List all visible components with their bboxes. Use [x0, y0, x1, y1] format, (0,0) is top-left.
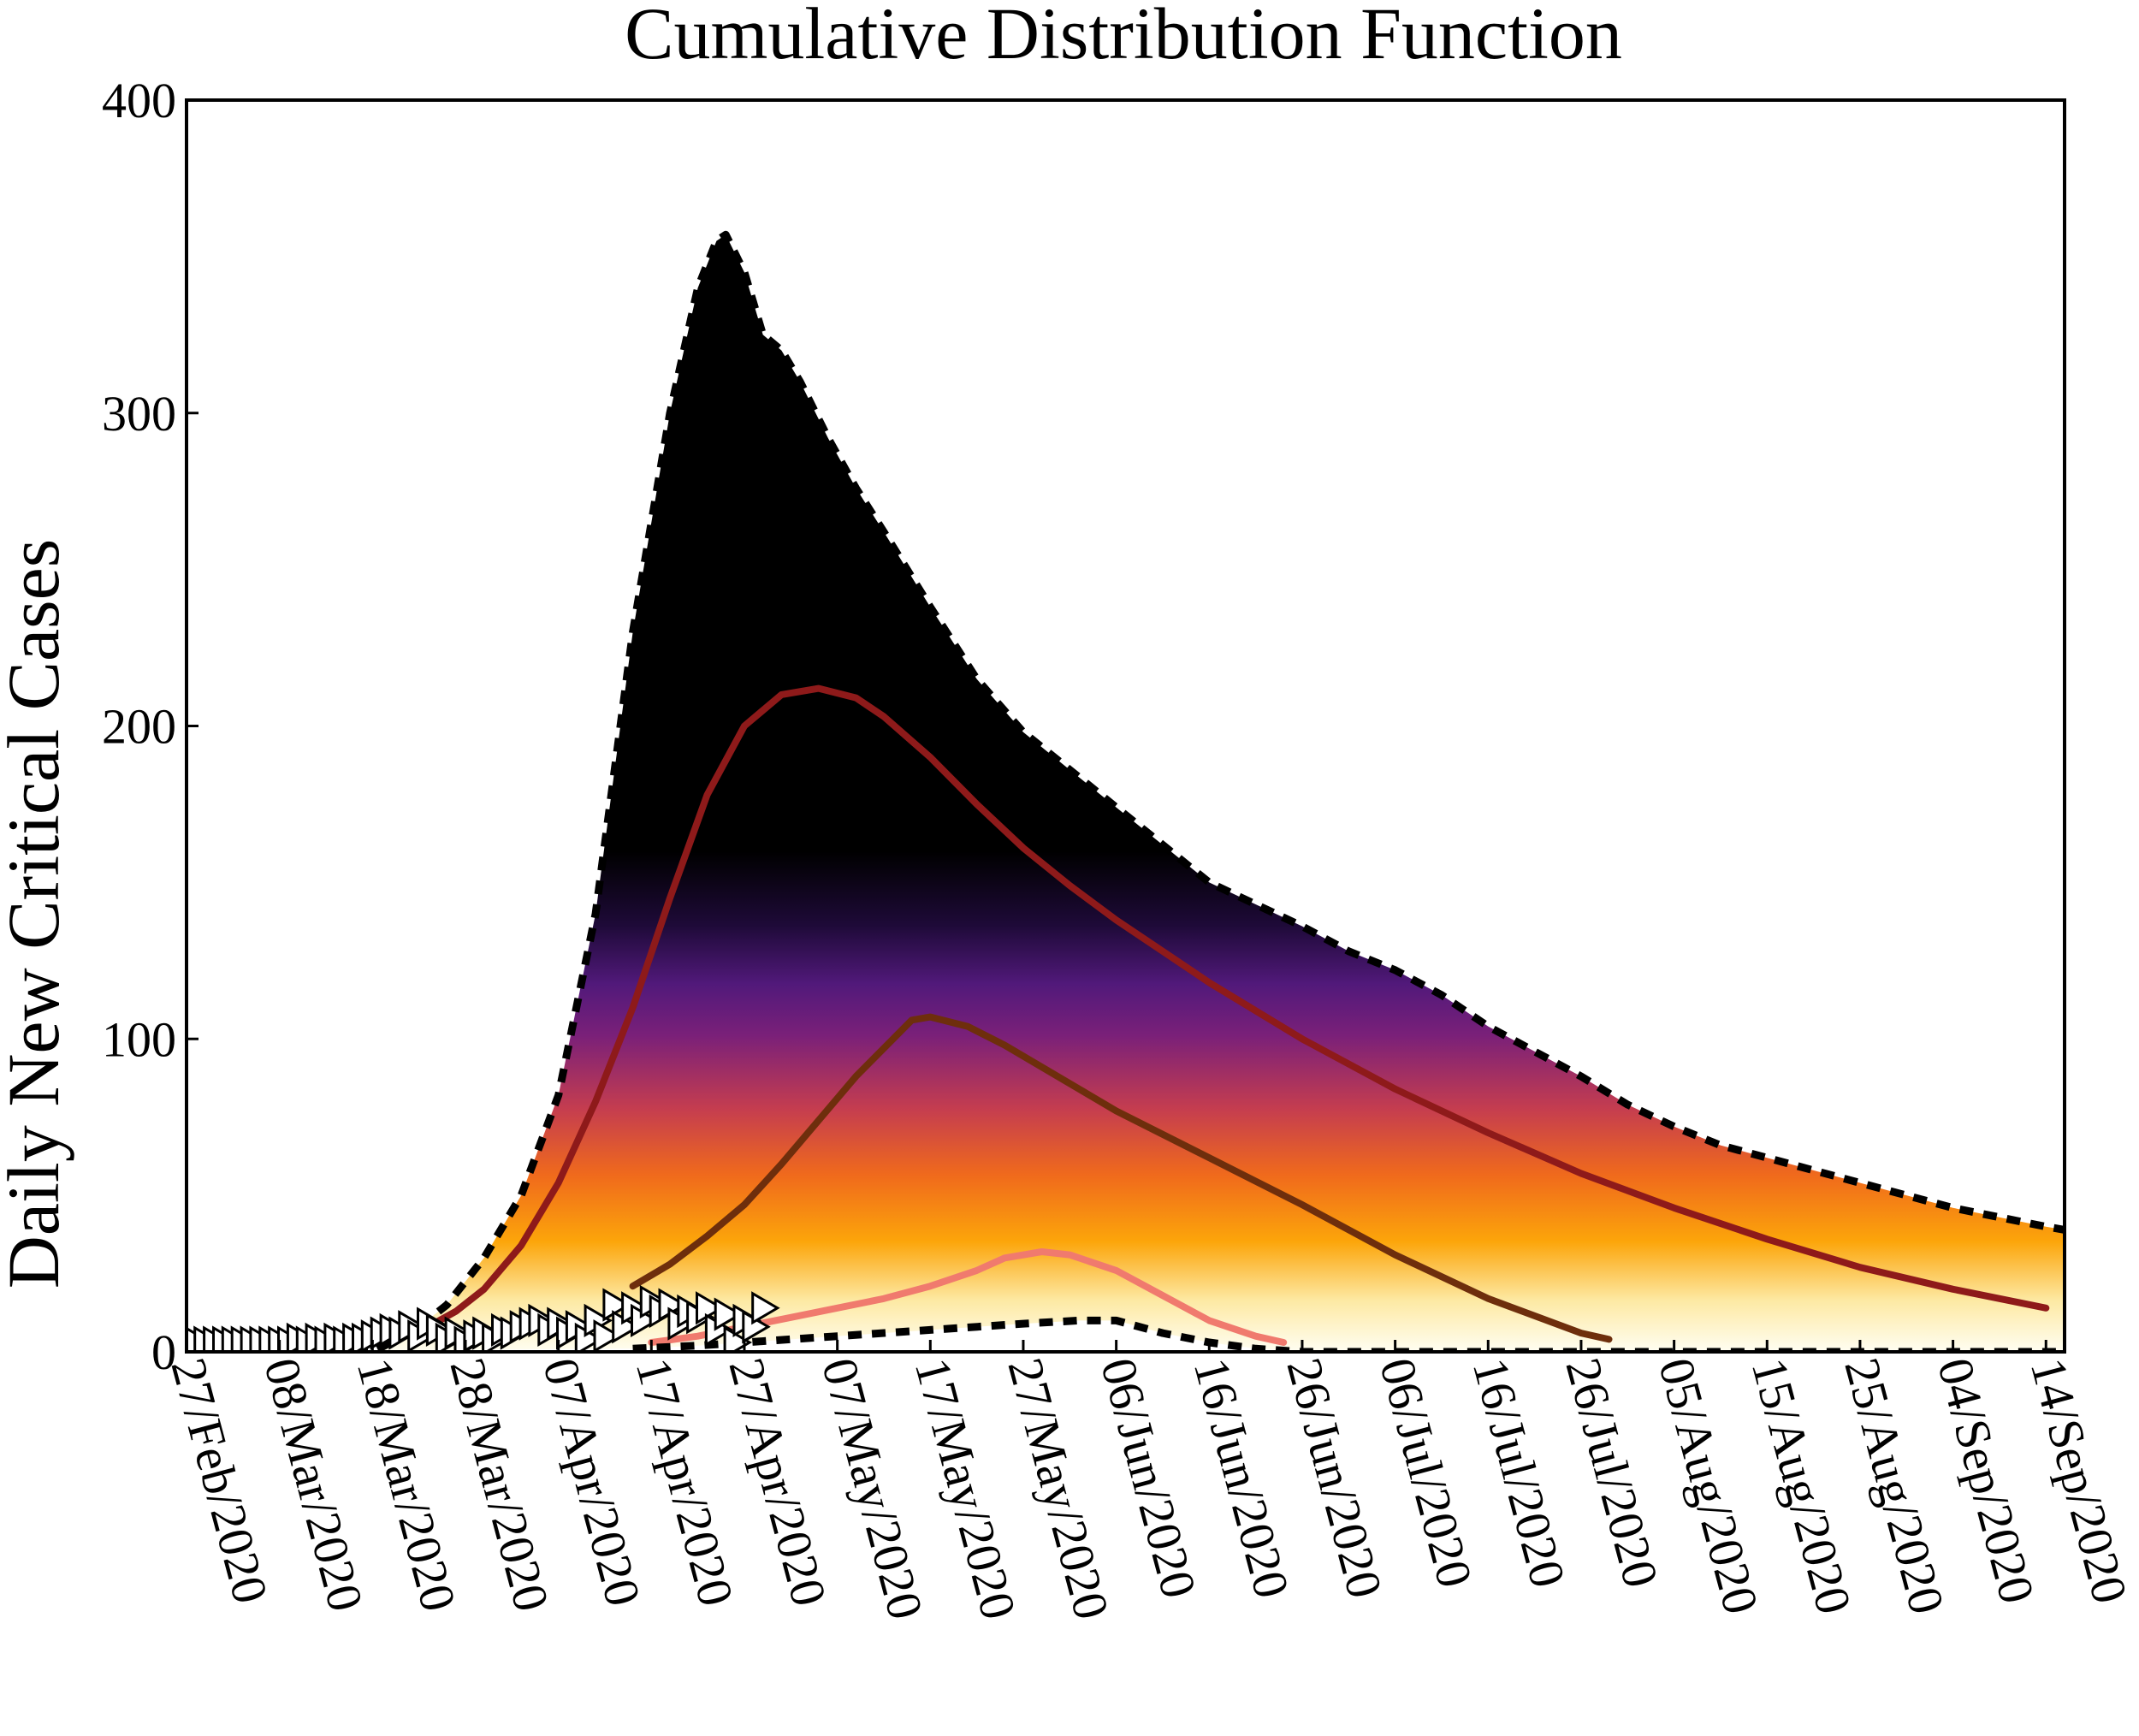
lower-quantile-line	[648, 1248, 1288, 1346]
x-tick-label: 06/Jul/2020	[1369, 1353, 1484, 1593]
y-tick-label: 0	[151, 1324, 176, 1380]
x-axis: 27/Feb/202008/Mar/202018/Mar/202028/Mar/…	[160, 1340, 2138, 1625]
median-line	[629, 1013, 1613, 1343]
plot-area	[187, 230, 2065, 1352]
y-tick-label: 200	[102, 699, 176, 755]
lower-bound-line	[632, 1316, 2065, 1352]
upper-quantile-line	[406, 684, 2050, 1337]
y-axis-label: Daily New Critical Cases	[0, 539, 74, 1289]
observed-point	[714, 1297, 744, 1331]
y-axis: 0 100 200 300 400	[102, 73, 198, 1380]
upper-bound-line	[187, 230, 2065, 1352]
observed-point	[602, 1288, 631, 1322]
x-tick-label: 26/Jul/2020	[1555, 1353, 1669, 1593]
y-tick-label: 300	[102, 386, 176, 441]
uncertainty-band	[187, 234, 2065, 1352]
observed-point	[696, 1291, 725, 1325]
chart-title: Cumulative Distribution Function	[625, 0, 1622, 74]
observed-point	[751, 1291, 780, 1325]
y-tick-label: 100	[102, 1011, 176, 1067]
observed-markers	[187, 1284, 780, 1352]
series-lines	[187, 230, 2065, 1352]
y-tick-label: 400	[102, 73, 176, 128]
x-tick-label: 16/Jul/2020	[1462, 1353, 1577, 1593]
observed-point	[593, 1319, 622, 1352]
